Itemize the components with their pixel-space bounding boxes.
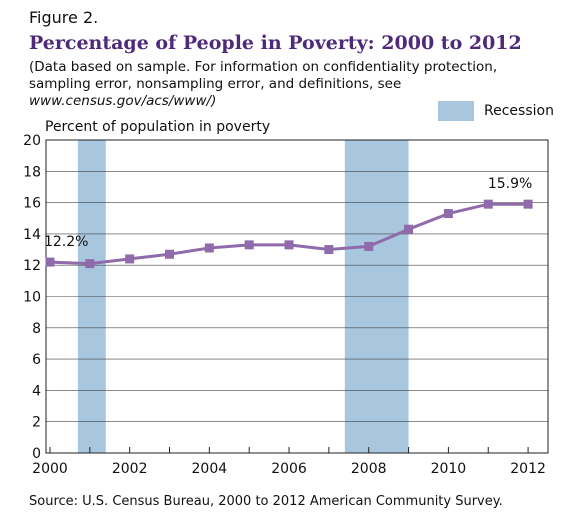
data-point-2011 — [483, 199, 493, 209]
data-point-2003 — [165, 249, 175, 259]
data-point-2000 — [45, 257, 55, 267]
data-point-2002 — [125, 254, 135, 264]
x-tick-label-2004: 2004 — [192, 461, 228, 477]
recession-legend-swatch — [438, 101, 474, 121]
y-tick-label-6: 6 — [32, 352, 41, 368]
x-tick-label-2002: 2002 — [112, 461, 148, 477]
data-point-2004 — [204, 243, 214, 253]
y-tick-label-4: 4 — [32, 383, 41, 399]
x-tick-label-2010: 2010 — [431, 461, 467, 477]
x-tick-label-2012: 2012 — [510, 461, 546, 477]
y-tick-label-14: 14 — [23, 227, 41, 243]
y-tick-label-0: 0 — [32, 446, 41, 462]
chart-title: Percentage of People in Poverty: 2000 to… — [29, 32, 522, 54]
data-label-2000: 12.2% — [44, 234, 88, 250]
data-point-2006 — [284, 240, 294, 250]
data-point-2010 — [443, 209, 453, 219]
data-point-2012 — [523, 199, 533, 209]
y-tick-label-10: 10 — [23, 290, 41, 306]
data-point-2008 — [364, 241, 374, 251]
legend: Recession — [438, 101, 554, 121]
data-point-2001 — [85, 259, 95, 269]
y-axis-label: Percent of population in poverty — [45, 119, 271, 135]
data-note: (Data based on sample. For information o… — [29, 59, 549, 110]
y-tick-label-18: 18 — [23, 164, 41, 180]
x-tick-label-2000: 2000 — [32, 461, 68, 477]
recession-legend-label: Recession — [484, 103, 554, 119]
y-tick-label-20: 20 — [23, 133, 41, 149]
source-note: Source: U.S. Census Bureau, 2000 to 2012… — [29, 494, 503, 509]
figure-label: Figure 2. — [29, 8, 99, 27]
y-tick-label-2: 2 — [32, 415, 41, 431]
plot-frame — [45, 139, 549, 454]
y-tick-label-8: 8 — [32, 321, 41, 337]
poverty-line-chart: 0 2 4 6 8 10 12 14 16 18 20 2000 2002 2004 2006 2008 201… — [23, 133, 549, 477]
x-tick-label-2008: 2008 — [351, 461, 387, 477]
note-url: www.census.gov/acs/www/) — [29, 93, 217, 109]
data-label-2012: 15.9% — [488, 176, 532, 192]
note-text: (Data based on sample. For information o… — [29, 59, 498, 92]
data-point-2007 — [324, 245, 334, 255]
y-tick-label-16: 16 — [23, 196, 41, 212]
y-tick-label-12: 12 — [23, 258, 41, 274]
data-point-2009 — [404, 224, 414, 234]
x-tick-label-2006: 2006 — [271, 461, 307, 477]
data-point-2005 — [244, 240, 254, 250]
